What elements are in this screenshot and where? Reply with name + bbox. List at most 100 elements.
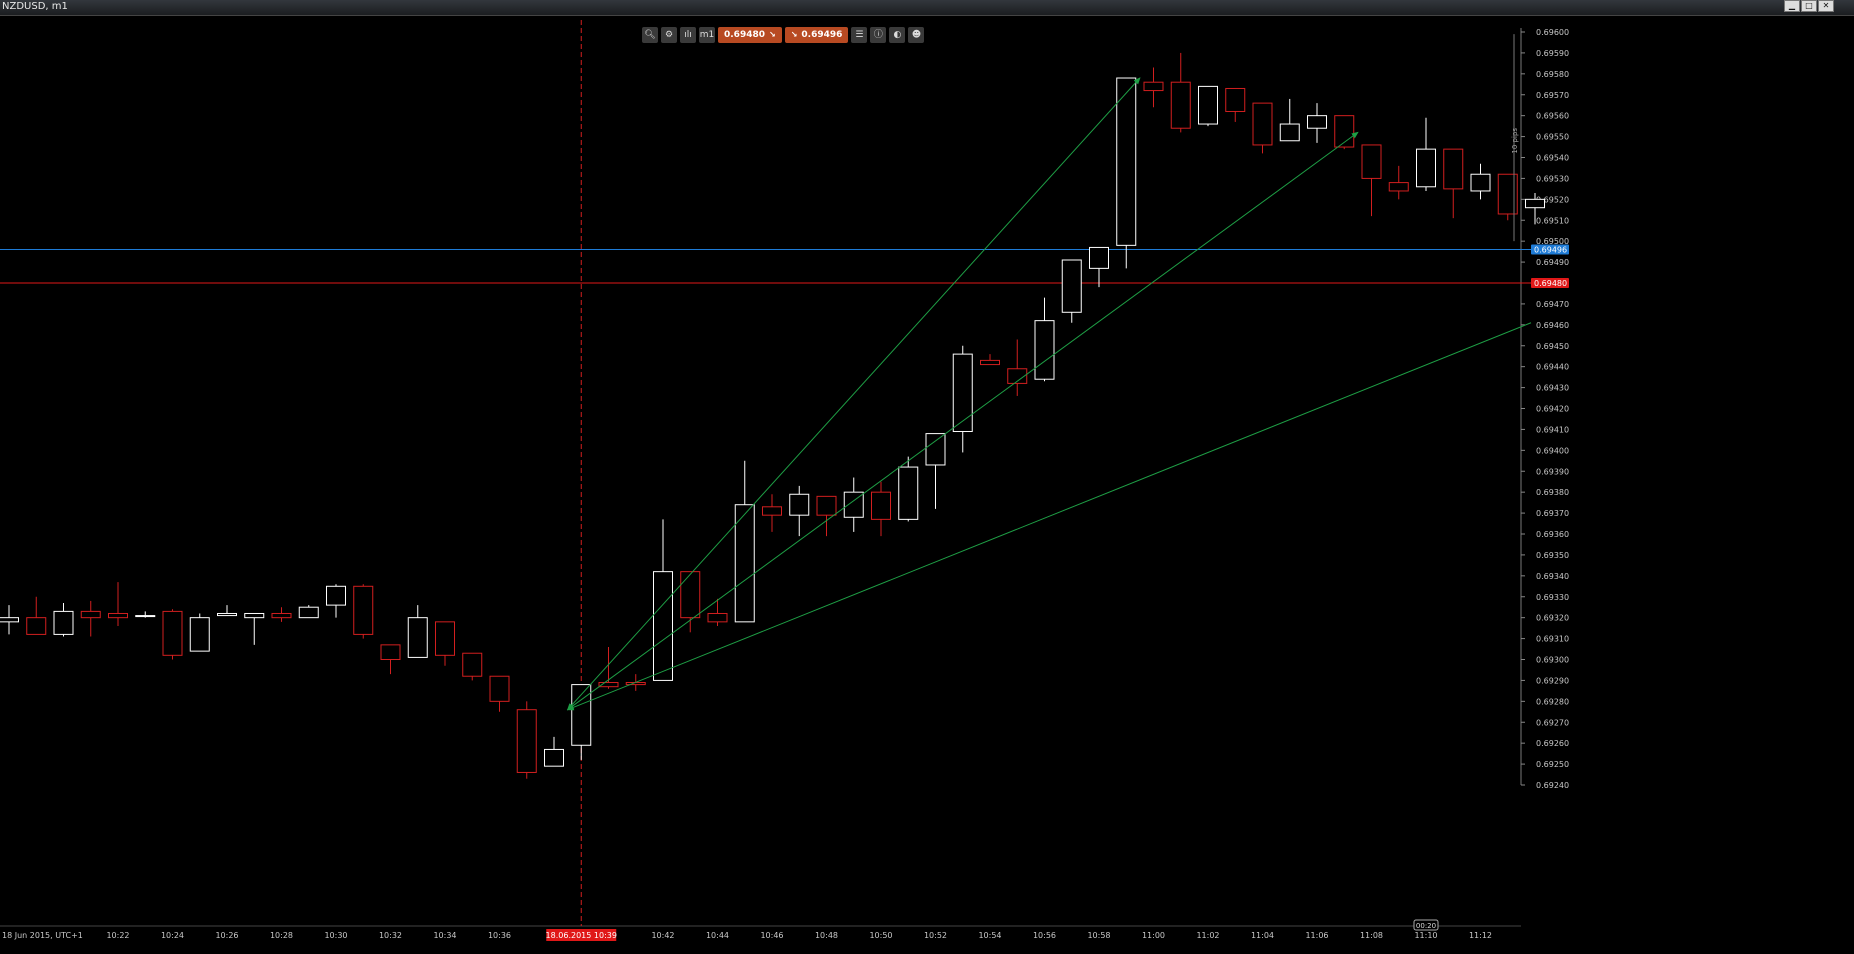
trend-arrow	[566, 131, 1359, 711]
candle-body	[1034, 320, 1055, 380]
buy-button[interactable]: ↘ 0.69496	[784, 27, 849, 43]
maximize-icon[interactable]: □	[1801, 0, 1817, 12]
candle-body	[762, 506, 782, 516]
candle-body	[326, 585, 346, 606]
time-tick-label: 10:22	[106, 931, 129, 940]
candle-body	[407, 617, 428, 658]
price-tick-label: 0.69390	[1536, 467, 1569, 476]
candle-body	[1252, 102, 1273, 146]
time-tick-label: 11:00	[1142, 931, 1165, 940]
price-tick-label: 0.69520	[1536, 195, 1569, 204]
crosshair-time-bg	[546, 929, 617, 941]
time-tick-label: 10:48	[815, 931, 838, 940]
price-tick-label: 0.69410	[1536, 425, 1569, 434]
sell-button[interactable]: 0.69480 ↘	[718, 27, 782, 43]
time-tick-label: 10:50	[869, 931, 892, 940]
close-icon[interactable]: ✕	[1818, 0, 1834, 12]
candle-body	[80, 610, 101, 619]
price-tick-label: 0.69490	[1536, 258, 1569, 267]
candle-body	[1279, 123, 1300, 142]
window-title: NZDUSD, m1	[2, 1, 68, 12]
price-chart[interactable]: 0.69600 0.69590 0.69580 0.69570 0.69560 0.695…	[0, 16, 1854, 954]
time-tick-label: 10:56	[1033, 931, 1056, 940]
account-icon[interactable]: ☻	[908, 27, 925, 43]
candle-body	[707, 612, 728, 623]
candle-body	[1416, 148, 1436, 188]
time-tick-label: 10:34	[433, 931, 456, 940]
time-tick-label: 11:06	[1305, 931, 1328, 940]
price-tick-label: 0.69360	[1536, 530, 1569, 539]
price-tick-label: 0.69240	[1536, 781, 1569, 790]
trade-list-icon[interactable]: ☰	[851, 27, 868, 43]
time-tick-label: 10:58	[1087, 931, 1110, 940]
bid-line-label-bg	[1531, 278, 1569, 288]
time-tick-label: 11:12	[1469, 931, 1492, 940]
candle-body	[135, 615, 156, 618]
candle-body	[1497, 173, 1518, 215]
price-tick-label: 0.69290	[1536, 676, 1569, 685]
price-tick-label: 0.69380	[1536, 488, 1569, 497]
ask-line-label: 0.69496	[1534, 246, 1567, 255]
minimize-icon[interactable]: ▁	[1784, 0, 1800, 12]
crosshair-time-label: 18.06.2015 10:39	[546, 931, 617, 940]
chart-settings-icon[interactable]: ⚙︎	[661, 27, 677, 43]
candle-body	[380, 644, 401, 661]
time-tick-label: 10:28	[270, 931, 293, 940]
chart-toolbar: 🔍︎ ⚙︎ ılı m1 0.69480 ↘ ↘ 0.69496 ☰ ⓘ ◐ ☻	[642, 27, 925, 43]
price-tick-label: 0.69470	[1536, 300, 1569, 309]
candle-body	[734, 504, 755, 623]
candle-body	[53, 610, 74, 635]
candle-body	[1089, 246, 1109, 269]
candle-body	[925, 433, 946, 466]
price-tick-label: 0.69340	[1536, 572, 1569, 581]
time-tick-label: 10:54	[978, 931, 1001, 940]
buy-arrow-icon: ↘	[790, 30, 798, 39]
candle-body	[462, 652, 483, 677]
candle-body	[0, 617, 19, 623]
paint-icon[interactable]: ◐	[889, 27, 906, 43]
time-tick-label: 11:08	[1360, 931, 1383, 940]
candle-body	[1443, 148, 1464, 190]
time-tick-label: 10:26	[215, 931, 238, 940]
candle-body	[980, 359, 1000, 366]
price-tick-label: 0.69510	[1536, 216, 1569, 225]
ruler-label: 10 pips	[1511, 128, 1519, 154]
price-tick-label: 0.69370	[1536, 509, 1569, 518]
candle-body	[1143, 81, 1164, 92]
price-tick-label: 0.69250	[1536, 760, 1569, 769]
price-tick-label: 0.69560	[1536, 112, 1569, 121]
candle-body	[571, 684, 592, 746]
candle-body	[544, 748, 564, 767]
trend-arrow	[566, 77, 1141, 711]
price-tick-label: 0.69280	[1536, 697, 1569, 706]
info-icon[interactable]: ⓘ	[870, 27, 887, 43]
candle-body	[1470, 173, 1491, 192]
candle-body	[489, 675, 510, 702]
price-tick-label: 0.69540	[1536, 154, 1569, 163]
candle-body	[435, 621, 455, 656]
window-titlebar: NZDUSD, m1 ▁ □ ✕	[0, 0, 1854, 16]
price-tick-label: 0.69550	[1536, 133, 1569, 142]
time-tick-label: 11:10	[1414, 931, 1437, 940]
price-tick-label: 0.69600	[1536, 28, 1569, 37]
candle-body	[189, 617, 210, 652]
candle-body	[1170, 81, 1191, 129]
time-tick-label: 10:30	[324, 931, 347, 940]
price-tick-label: 0.69450	[1536, 342, 1569, 351]
price-tick-label: 0.69580	[1536, 70, 1569, 79]
candle-body	[1198, 85, 1218, 125]
candle-body	[108, 612, 128, 619]
candle-body	[1116, 77, 1137, 246]
time-tick-label: 11:02	[1196, 931, 1219, 940]
candle-body	[871, 491, 891, 520]
candle-body	[217, 612, 237, 617]
indicators-icon[interactable]: ılı	[680, 27, 696, 43]
time-tick-label: 18 Jun 2015, UTC+1	[2, 931, 83, 940]
candle-body	[1225, 87, 1246, 112]
sell-price: 0.69480	[724, 30, 765, 40]
ask-line-label-bg	[1531, 244, 1569, 255]
zoom-icon[interactable]: 🔍︎	[642, 27, 658, 43]
timeframe-icon[interactable]: m1	[699, 27, 715, 43]
time-tick-label: 10:52	[924, 931, 947, 940]
candle-body	[1061, 259, 1082, 313]
